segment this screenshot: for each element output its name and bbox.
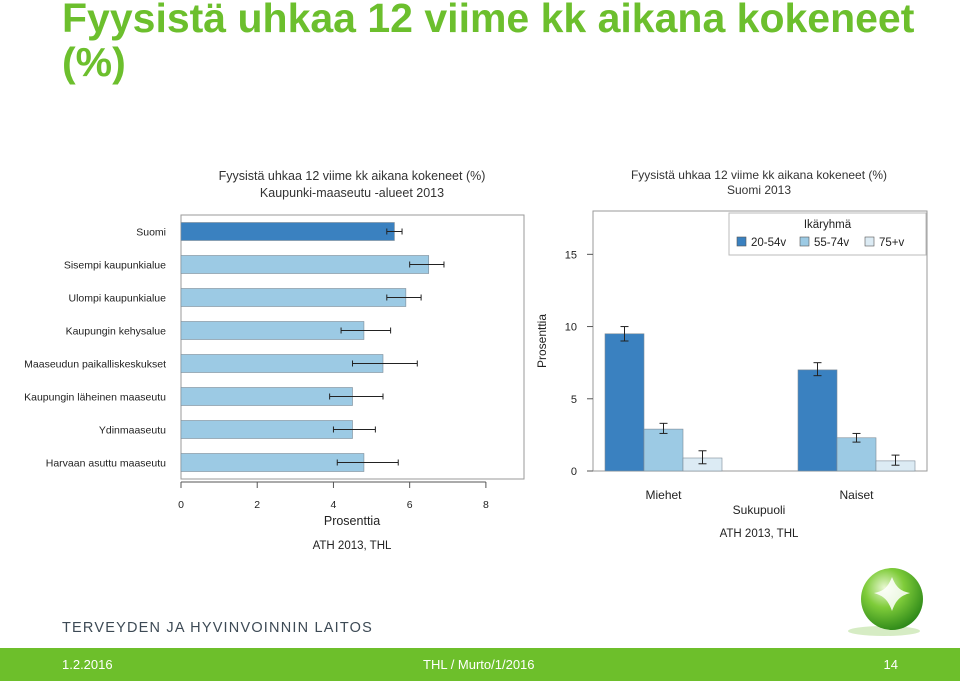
legend-label: 75+v [879,237,905,249]
x-tick-label: 0 [178,499,184,511]
bar [836,437,877,472]
chart-regions: Fyysistä uhkaa 12 viime kk aikana kokene… [0,160,540,560]
category-label: Naiset [839,488,874,502]
y-tick-label: 0 [571,466,577,478]
x-tick-label: 2 [254,499,260,511]
chart-caption: ATH 2013, THL [313,540,392,552]
footer-bar: 1.2.2016 THL / Murto/1/2016 14 [0,648,960,681]
category-label: Sisempi kaupunkialue [64,260,166,272]
bar [180,321,365,340]
footer-date: 1.2.2016 [62,657,113,672]
legend-title: Ikäryhmä [804,219,852,231]
bar [604,333,645,472]
organization-name: TERVEYDEN JA HYVINVOINNIN LAITOS [62,620,374,636]
category-label: Ydinmaaseutu [99,425,166,437]
bar [180,255,430,274]
category-label: Harvaan asuttu maaseutu [46,458,166,470]
chart-gender-age: Fyysistä uhkaa 12 viime kk aikana kokene… [530,160,960,540]
legend-box [728,212,927,256]
bar [643,428,684,472]
x-tick-label: 6 [407,499,413,511]
chart-caption: ATH 2013, THL [720,528,799,540]
legend-label: 55-74v [814,237,849,249]
x-tick-label: 4 [331,499,337,511]
chart-subtitle: Kaupunki-maaseutu -alueet 2013 [260,186,444,200]
x-axis-title: Sukupuoli [733,503,786,517]
chart-title: Fyysistä uhkaa 12 viime kk aikana kokene… [219,169,486,183]
legend-swatch [799,236,810,247]
category-label: Suomi [136,227,166,239]
thl-logo-icon [834,565,930,637]
bar [797,369,838,472]
y-tick-label: 15 [565,249,577,261]
plot-frame [180,214,525,480]
page-number: 14 [883,657,898,672]
x-axis-title: Prosenttia [324,514,380,528]
category-label: Ulompi kaupunkialue [69,293,167,305]
category-label: Kaupungin kehysalue [66,326,167,338]
footer-source: THL / Murto/1/2016 [423,657,535,672]
chart-regions-svg: Fyysistä uhkaa 12 viime kk aikana kokene… [24,169,525,552]
x-tick-label: 8 [483,499,489,511]
bar [180,222,395,241]
legend-swatch [736,236,747,247]
legend-label: 20-54v [751,237,786,249]
chart-gender-age-svg: Fyysistä uhkaa 12 viime kk aikana kokene… [535,168,928,540]
y-tick-label: 10 [565,322,577,334]
slide-title: Fyysistä uhkaa 12 viime kk aikana kokene… [62,0,915,85]
category-label: Maaseudun paikalliskeskukset [24,359,166,371]
chart-title: Fyysistä uhkaa 12 viime kk aikana kokene… [631,168,887,182]
y-tick-label: 5 [571,394,577,406]
category-label: Miehet [645,488,682,502]
bar [180,420,353,439]
legend-swatch [864,236,875,247]
y-axis-title: Prosenttia [535,314,549,368]
category-label: Kaupungin läheinen maaseutu [24,392,166,404]
bar [180,288,407,307]
bar [180,453,365,472]
bar [180,387,353,406]
chart-subtitle: Suomi 2013 [727,183,791,197]
